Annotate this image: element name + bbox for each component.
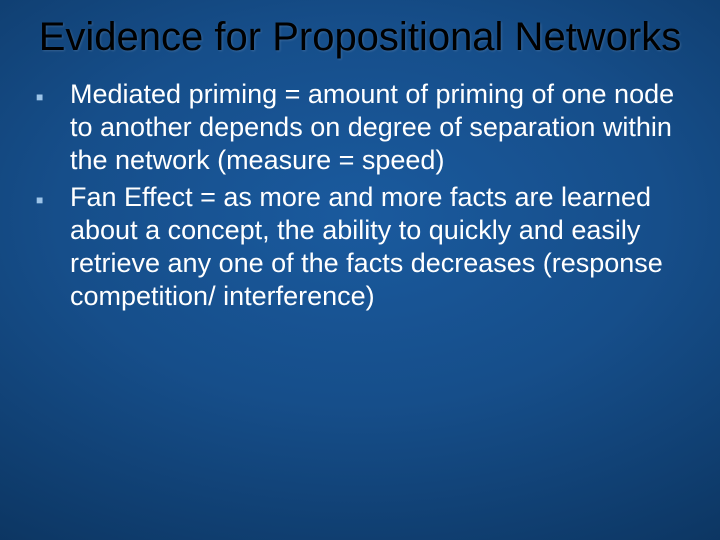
list-item: ■ Fan Effect = as more and more facts ar… xyxy=(36,181,680,313)
slide-title: Evidence for Propositional Networks xyxy=(0,0,720,60)
bullet-text: Fan Effect = as more and more facts are … xyxy=(70,181,680,313)
bullet-square-icon: ■ xyxy=(36,181,70,207)
bullet-square-icon: ■ xyxy=(36,78,70,104)
bullet-text: Mediated priming = amount of priming of … xyxy=(70,78,680,177)
slide-body: ■ Mediated priming = amount of priming o… xyxy=(0,60,720,313)
list-item: ■ Mediated priming = amount of priming o… xyxy=(36,78,680,177)
slide-container: Evidence for Propositional Networks ■ Me… xyxy=(0,0,720,540)
